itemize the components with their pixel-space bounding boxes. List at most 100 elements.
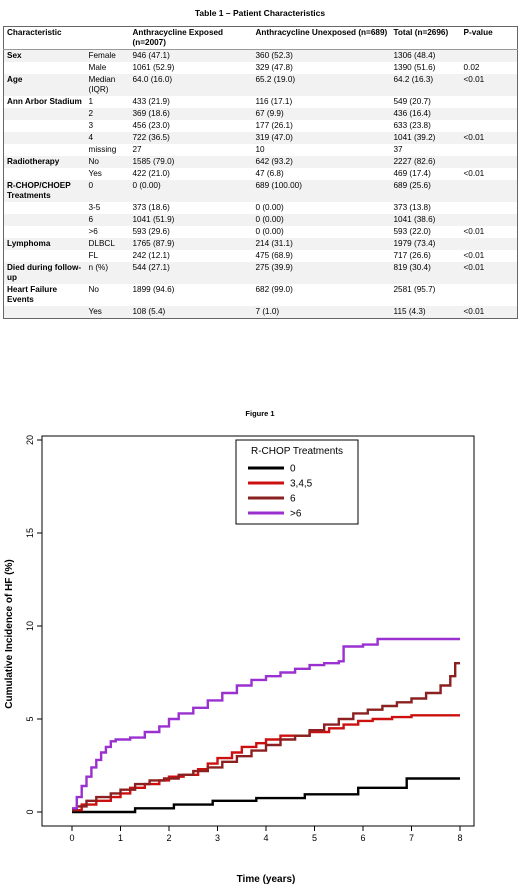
table-cell: 819 (30.4) (390, 262, 461, 284)
table-row: 6 1041 (51.9) 0 (0.00) 1041 (38.6) (3, 214, 518, 226)
figure-title: Figure 1 (245, 409, 275, 418)
y-axis-label: Cumulative Incidence of HF (%) (4, 559, 15, 708)
characteristic-cell (3, 108, 86, 120)
series-line-2 (72, 662, 460, 812)
x-tick-label: 3 (215, 833, 220, 843)
table-cell: 1765 (87.9) (129, 238, 253, 250)
table-cell: Median (IQR) (85, 74, 130, 96)
table-cell: missing (88, 145, 117, 154)
table-cell: 1390 (51.6) (393, 63, 436, 72)
table-header-cell: Anthracycline Unexposed (n=689) (252, 26, 391, 50)
characteristic-cell (3, 306, 86, 319)
table-cell: 0 (0.00) (255, 227, 284, 236)
characteristic-cell (3, 214, 86, 226)
table-cell (460, 108, 518, 120)
table-cell: 722 (36.5) (129, 132, 253, 144)
x-tick-label: 4 (263, 833, 268, 843)
table-cell: 544 (27.1) (129, 262, 253, 284)
x-tick-label: 0 (69, 833, 74, 843)
table-cell: 4 (85, 132, 130, 144)
table-cell: 373 (18.6) (132, 203, 170, 212)
y-tick-label: 10 (25, 621, 35, 631)
table-row: Heart Failure Events No 1899 (94.6) 682 (99… (4, 284, 518, 306)
table-cell: 0 (0.00) (255, 203, 284, 212)
table-cell: 177 (26.1) (255, 121, 293, 130)
table-cell: 64.0 (16.0) (129, 74, 253, 96)
plot-frame (41, 435, 475, 827)
characteristic-cell (4, 120, 86, 132)
table-cell: 1585 (79.0) (129, 156, 253, 168)
table-cell: <0.01 (460, 306, 518, 319)
table-cell: <0.01 (460, 132, 518, 144)
table-cell: 214 (31.1) (252, 238, 391, 250)
characteristic-cell: Died during follow-up (3, 262, 86, 284)
table-row: 3 456 (23.0) 177 (26.1) 633 (23.8) (4, 120, 518, 132)
table-row: Age Median (IQR) 64.0 (16.0) 65.2 (19.0) 64.… (3, 74, 518, 96)
legend-label: 0 (290, 464, 296, 475)
table-title: Table 1 – Patient Characteristics (194, 8, 326, 18)
table-cell: 1061 (52.9) (132, 63, 175, 72)
x-tick-label: 2 (166, 833, 171, 843)
table-cell: 369 (18.6) (129, 108, 253, 120)
table-header: Characteristic Anthracycline Exposed (n=2… (3, 26, 518, 50)
chart-legend: R-CHOP Treatments 0 3,4,5 6 >6 (235, 439, 359, 525)
x-tick-label: 7 (409, 833, 414, 843)
cumulative-incidence-chart: 0 1 2 3 4 5 6 7 8 0 5 10 15 20 R-CHOP Treatments 0 3,4,… (4, 435, 475, 885)
table-cell: 0.02 (463, 63, 480, 72)
table-cell: Male (88, 63, 107, 72)
table-cell: 0 (0.00) (129, 180, 253, 202)
table-row: FL 242 (12.1) 475 (68.9) 717 (26.6) <0.01 (4, 250, 518, 262)
plot-border (41, 435, 475, 827)
table-row: 3-5 373 (18.6) 0 (0.00) 373 (13.8) (4, 202, 518, 214)
table-cell: 0 (85, 180, 130, 202)
y-tick-label: 15 (25, 528, 35, 538)
table-cell: 433 (21.9) (132, 97, 170, 106)
table-cell: 116 (17.1) (255, 97, 293, 106)
table-row: 4 722 (36.5) 319 (47.0) 1041 (39.2) <0.01 (3, 132, 518, 144)
x-tick-label: 8 (457, 833, 462, 843)
characteristic-cell (4, 62, 86, 74)
table-cell: 946 (47.1) (129, 49, 253, 62)
x-axis-label: Time (years) (237, 874, 296, 885)
characteristic-cell (4, 144, 86, 156)
characteristic-cell: Sex (3, 49, 86, 62)
x-tick-label: 6 (360, 833, 365, 843)
chart-axes: 0 1 2 3 4 5 6 7 8 0 5 10 15 20 (25, 435, 463, 843)
table-cell: 3-5 (88, 203, 101, 212)
table-row: missing 27 10 37 (4, 144, 518, 156)
characteristic-cell (4, 202, 86, 214)
table-row: Yes 108 (5.4) 7 (1.0) 115 (4.3) <0.01 (3, 306, 518, 319)
table-cell: 1 (88, 97, 94, 106)
table-cell: 633 (23.8) (393, 121, 431, 130)
table-header-row: Characteristic Anthracycline Exposed (n=2… (3, 26, 518, 50)
table-row: Male 1061 (52.9) 329 (47.8) 1390 (51.6) 0.02 (4, 62, 518, 74)
table-cell: 319 (47.0) (252, 132, 391, 144)
characteristic-cell (4, 168, 86, 180)
table-cell: 108 (5.4) (129, 306, 253, 319)
patient-characteristics-table: Characteristic Anthracycline Exposed (n=2… (3, 26, 518, 319)
table-cell: 2581 (95.7) (393, 285, 436, 294)
characteristic-cell (4, 226, 86, 238)
table-row: Died during follow-up n (%) 544 (27.1) 275 … (3, 262, 518, 284)
table-cell: 6 (85, 214, 130, 226)
characteristic-cell: Radiotherapy (3, 156, 86, 168)
table-row: Lymphoma DLBCL 1765 (87.9) 214 (31.1) 1979 (… (3, 238, 518, 250)
table-cell: <0.01 (460, 262, 518, 284)
table-cell: 360 (52.3) (252, 49, 391, 62)
y-tick-label: 5 (25, 716, 35, 721)
table-cell: 67 (9.9) (252, 108, 391, 120)
series-line-0 (72, 777, 460, 814)
table-cell: 682 (99.0) (255, 285, 293, 294)
characteristic-cell (3, 132, 86, 144)
table-header-cell: P-value (460, 26, 518, 50)
table-header-cell: Characteristic (3, 26, 86, 50)
table-cell: 329 (47.8) (255, 63, 293, 72)
table-cell: <0.01 (460, 74, 518, 96)
table-cell (460, 238, 518, 250)
table-row: Radiotherapy No 1585 (79.0) 642 (93.2) 2227 … (3, 156, 518, 168)
table-cell: 0 (0.00) (252, 214, 391, 226)
legend-label: 6 (290, 494, 296, 505)
table-row: Ann Arbor Stadium 1 433 (21.9) 116 (17.1) 54… (4, 96, 518, 108)
table-cell: n (%) (85, 262, 130, 284)
table-cell (461, 144, 518, 156)
